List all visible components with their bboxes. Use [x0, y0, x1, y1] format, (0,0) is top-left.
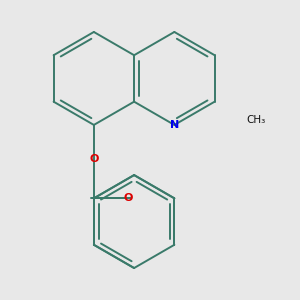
Text: O: O — [89, 154, 98, 164]
Text: O: O — [123, 193, 133, 203]
Text: CH₃: CH₃ — [246, 115, 266, 125]
Text: N: N — [170, 120, 179, 130]
